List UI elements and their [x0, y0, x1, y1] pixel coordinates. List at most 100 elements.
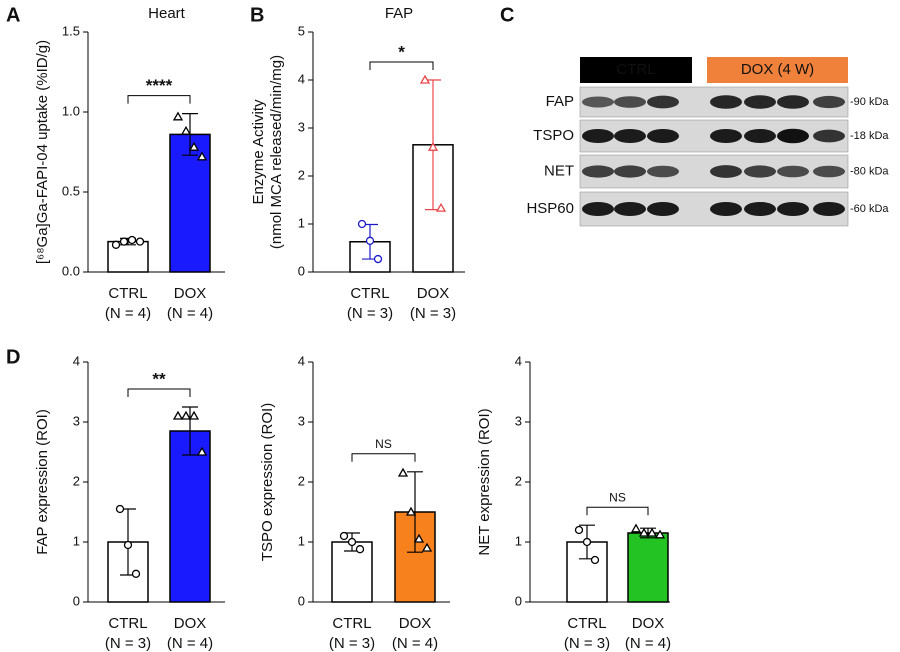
data-point — [427, 141, 439, 151]
y-tick-label: 2 — [298, 473, 305, 488]
blot-band — [744, 129, 776, 143]
group-size-label: (N = 4) — [105, 305, 151, 322]
significance-bracket — [127, 95, 191, 104]
data-point — [339, 531, 349, 541]
blot-group-box — [707, 57, 848, 83]
panel-label: C — [500, 4, 514, 26]
blot-row-label: TSPO — [533, 127, 574, 144]
data-point — [123, 540, 133, 550]
x-tick-label: CTRL — [108, 285, 147, 302]
blot-band — [710, 129, 742, 143]
y-tick-label: 0.0 — [62, 263, 80, 278]
blot-band — [813, 202, 845, 216]
data-point — [135, 237, 145, 246]
data-point — [131, 569, 141, 578]
blot-group-label: CTRL — [616, 61, 655, 78]
y-tick-label: 1 — [73, 533, 80, 548]
x-tick-label: DOX — [417, 285, 450, 302]
y-tick-label: 0 — [73, 593, 80, 608]
x-tick-label: DOX — [174, 285, 207, 302]
blot-size-label: -90 kDa — [850, 96, 889, 108]
y-tick-label: 4 — [298, 353, 305, 368]
data-point — [630, 523, 642, 533]
y-axis-label: NET expression (ROI) — [476, 408, 493, 555]
blot-band — [813, 95, 845, 109]
blot-band — [647, 202, 679, 216]
blot-band — [614, 129, 646, 143]
blot-band — [777, 95, 809, 109]
data-point — [180, 125, 192, 135]
y-tick-label: 5 — [298, 23, 305, 38]
blot-band — [777, 202, 809, 216]
group-size-label: (N = 4) — [392, 635, 438, 652]
y-tick-label: 1.5 — [62, 23, 80, 38]
data-point — [115, 504, 125, 514]
group-size-label: (N = 4) — [167, 305, 213, 322]
blot-row-label: FAP — [546, 93, 574, 110]
y-tick-label: 4 — [298, 71, 305, 86]
y-axis-label: Enzyme Activity — [250, 99, 267, 205]
y-tick-label: 3 — [73, 413, 80, 428]
y-tick-label: 2 — [515, 473, 522, 488]
data-point — [405, 506, 417, 516]
blot-band — [582, 96, 614, 108]
blot-band — [647, 95, 679, 109]
bar — [627, 532, 669, 603]
data-point — [188, 410, 200, 420]
significance-bracket — [369, 61, 434, 70]
x-tick-label: CTRL — [332, 615, 371, 632]
blot-band — [744, 165, 776, 178]
blot-band — [777, 128, 809, 144]
panel-label: D — [6, 346, 20, 368]
data-point — [373, 254, 383, 264]
blot-band — [582, 129, 614, 143]
data-point — [196, 151, 208, 161]
data-point — [172, 111, 184, 121]
data-point — [590, 555, 600, 565]
blot-band — [813, 165, 845, 178]
y-tick-label: 4 — [73, 353, 80, 368]
data-point — [654, 529, 666, 539]
significance-bracket — [586, 506, 649, 516]
data-point — [188, 141, 200, 151]
panel-label: B — [250, 4, 264, 26]
y-tick-label: 3 — [298, 119, 305, 134]
blot-band — [777, 165, 809, 178]
y-tick-label: 0.5 — [62, 183, 80, 198]
blot-row-label: NET — [544, 162, 574, 179]
data-point — [574, 525, 584, 535]
y-tick-label: 2 — [298, 167, 305, 182]
blot-band — [582, 202, 614, 216]
y-tick-label: 0 — [298, 593, 305, 608]
data-point — [127, 235, 137, 245]
blot-band — [614, 96, 646, 108]
bar — [331, 541, 373, 603]
data-point — [397, 467, 409, 477]
significance-bracket — [351, 453, 416, 462]
significance-label: **** — [146, 76, 173, 95]
x-tick-label: DOX — [174, 615, 207, 632]
blot-band — [710, 165, 742, 178]
y-tick-label: 3 — [515, 413, 522, 428]
blot-band — [710, 202, 742, 216]
y-axis-label: FAP expression (ROI) — [34, 409, 51, 555]
data-point — [180, 410, 192, 420]
data-point — [365, 236, 375, 245]
data-point — [355, 545, 365, 554]
data-point — [111, 240, 121, 249]
data-point — [435, 202, 447, 212]
blot-band — [744, 95, 776, 109]
error-bar — [407, 471, 423, 553]
significance-label: * — [398, 42, 405, 61]
data-point — [582, 537, 592, 547]
group-size-label: (N = 4) — [167, 635, 213, 652]
data-point — [119, 237, 129, 246]
data-point — [413, 533, 425, 543]
significance-label: ** — [152, 369, 166, 388]
y-tick-label: 0 — [298, 263, 305, 278]
y-axis-label: (nmol MCA released/min/mg) — [268, 55, 285, 249]
y-axis-label: TSPO expression (ROI) — [259, 403, 276, 561]
data-point — [421, 542, 433, 552]
data-point — [196, 446, 208, 456]
group-size-label: (N = 3) — [564, 635, 610, 652]
